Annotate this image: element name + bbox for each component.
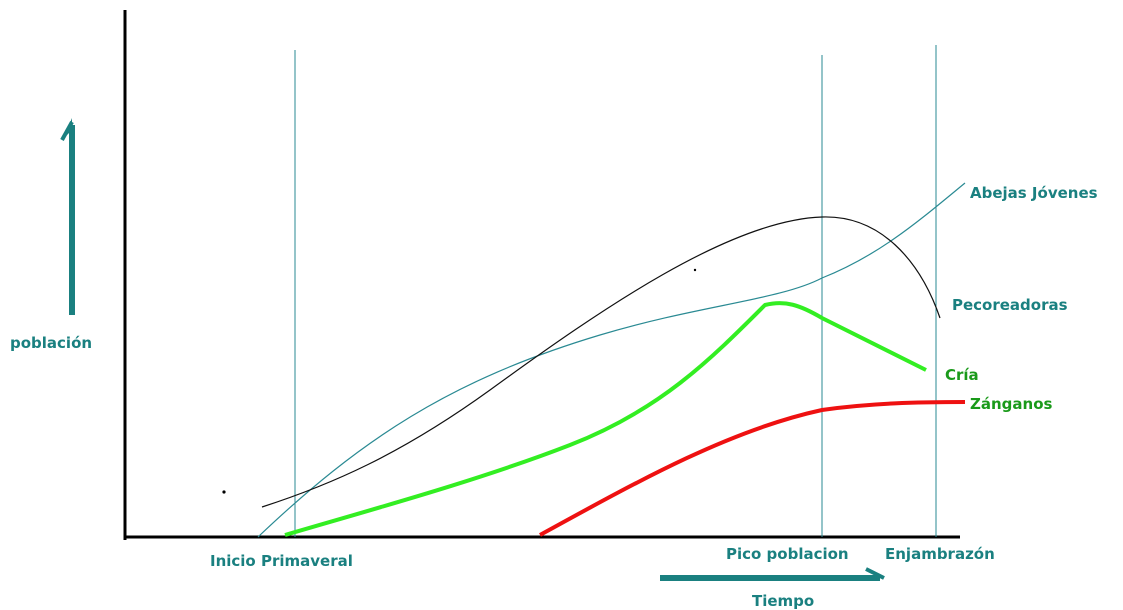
stray-dot: [222, 490, 226, 494]
milestone-label-inicio: Inicio Primaveral: [210, 552, 353, 570]
series-line-zanganos: [539, 400, 966, 537]
milestone-label-pico: Pico poblacion: [726, 545, 849, 563]
milestone-label-enjambrazon: Enjambrazón: [885, 545, 995, 563]
series-label-pecoreadoras: Pecoreadoras: [952, 296, 1068, 314]
stray-dot: [693, 268, 697, 272]
right-arrow-icon: [660, 567, 885, 581]
series-label-zanganos: Zánganos: [970, 395, 1053, 413]
series-label-cria: Cría: [945, 366, 979, 384]
series-label-abejas-jovenes: Abejas Jóvenes: [970, 184, 1098, 202]
series-line-pecoreadoras: [261, 216, 941, 508]
series-line-cria: [284, 301, 927, 537]
x-axis-label: Tiempo: [752, 592, 815, 610]
y-axis-label: población: [10, 334, 93, 352]
series-line-abejas-jovenes: [257, 182, 966, 538]
up-arrow-icon: [60, 118, 75, 315]
